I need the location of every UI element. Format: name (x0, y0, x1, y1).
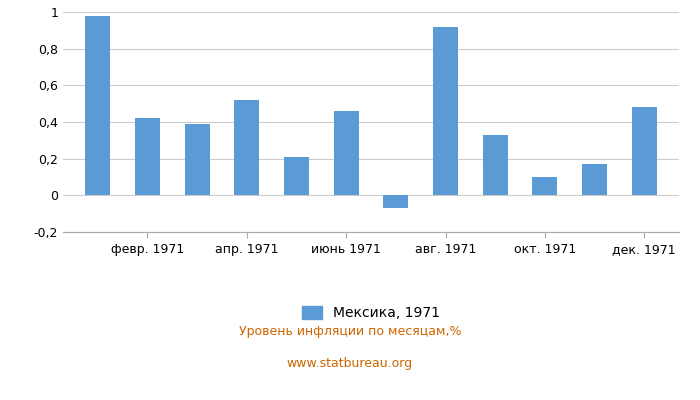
Bar (185, 124, 209, 195)
Bar (85, 16, 110, 195)
Legend: Мексика, 1971: Мексика, 1971 (296, 300, 446, 326)
Bar (135, 118, 160, 195)
Text: www.statbureau.org: www.statbureau.org (287, 358, 413, 370)
Bar (433, 27, 458, 195)
Bar (334, 111, 358, 195)
Bar (632, 107, 657, 195)
Bar (582, 164, 607, 195)
Text: Уровень инфляции по месяцам,%: Уровень инфляции по месяцам,% (239, 326, 461, 338)
Bar (533, 177, 557, 195)
Bar (483, 135, 507, 195)
Bar (284, 157, 309, 195)
Bar (234, 100, 259, 195)
Bar (384, 195, 408, 208)
